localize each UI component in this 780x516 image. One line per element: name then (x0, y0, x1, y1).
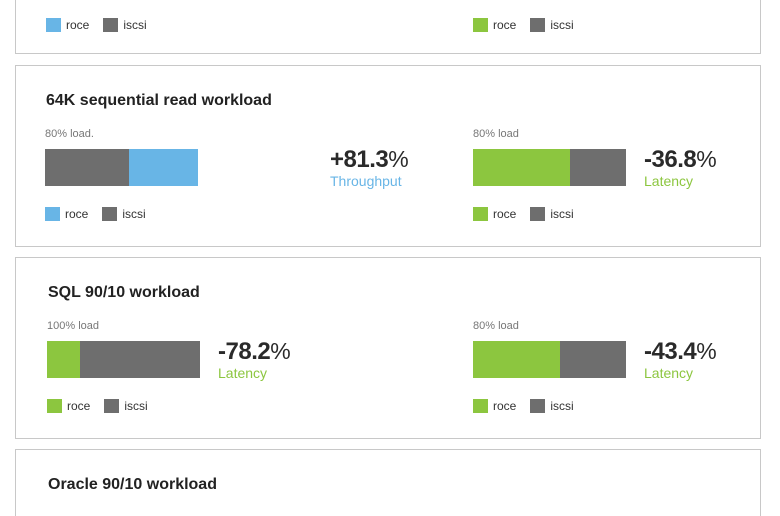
legend-swatch-roce (473, 18, 488, 32)
legend-swatch-iscsi (103, 18, 119, 32)
legend-label: roce (65, 207, 89, 221)
bar-segment-roce (129, 149, 198, 186)
legend-label: iscsi (550, 399, 574, 413)
stat-metric: Latency (644, 365, 694, 381)
chart-top-left: roce iscsi (46, 0, 376, 39)
workload-card-oracle: Oracle 90/10 workload (15, 449, 761, 516)
workload-card-sql: SQL 90/10 workload 100% load -78.2% Late… (15, 257, 761, 439)
stat-block: +81.3% Throughput (330, 146, 409, 189)
legend-item-roce: roce (45, 207, 88, 221)
legend-item-iscsi: iscsi (103, 18, 147, 32)
stat-block: -36.8% Latency (644, 146, 717, 189)
stat-change-percent: % (388, 146, 409, 172)
stat-metric: Latency (644, 173, 694, 189)
stat-change-number: -43.4 (644, 338, 697, 365)
stacked-bar (47, 341, 200, 378)
legend-item-roce: roce (473, 399, 516, 413)
stat-block: -78.2% Latency (218, 338, 291, 381)
legend-item-roce: roce (47, 399, 90, 413)
legend-swatch-roce (47, 399, 62, 413)
legend-label: roce (493, 207, 517, 221)
load-label: 80% load (473, 128, 519, 140)
legend-label: iscsi (550, 18, 574, 32)
bar-segment-iscsi (45, 149, 130, 186)
legend-swatch-roce (473, 207, 488, 221)
bar-segment-iscsi (559, 341, 626, 378)
load-label: 80% load. (45, 128, 94, 140)
legend-swatch-roce (45, 207, 60, 221)
chart-64k-throughput: 80% load. +81.3% Throughput roce iscsi (45, 128, 409, 228)
stat-change-number: -78.2 (218, 338, 271, 365)
legend-swatch-roce (473, 399, 488, 413)
stacked-bar (473, 149, 626, 186)
workload-card-64k: 64K sequential read workload 80% load. +… (15, 65, 761, 247)
legend-label: roce (493, 399, 517, 413)
legend-label: iscsi (122, 207, 146, 221)
stat-metric: Latency (218, 365, 268, 381)
stacked-bar (45, 149, 198, 186)
bar-segment-roce (47, 341, 81, 378)
stat-change: +81.3% (330, 146, 409, 173)
legend-label: iscsi (550, 207, 574, 221)
chart-legend: roce iscsi (45, 207, 160, 221)
chart-legend: roce iscsi (473, 207, 588, 221)
legend-label: roce (66, 18, 90, 32)
legend-item-iscsi: iscsi (530, 399, 574, 413)
legend-label: roce (67, 399, 91, 413)
chart-sql-latency-right: 80% load -43.4% Latency roce iscsi (473, 320, 780, 420)
card-title: Oracle 90/10 workload (48, 476, 217, 493)
chart-legend: roce iscsi (473, 18, 588, 32)
legend-swatch-iscsi (102, 207, 118, 221)
stat-change: -36.8% (644, 146, 717, 173)
legend-item-iscsi: iscsi (530, 18, 574, 32)
stat-change: -78.2% (218, 338, 291, 365)
load-label: 80% load (473, 320, 519, 332)
bar-segment-iscsi (80, 341, 200, 378)
stat-change-percent: % (696, 146, 717, 172)
legend-label: iscsi (124, 399, 148, 413)
legend-item-iscsi: iscsi (530, 207, 574, 221)
chart-top-right: roce iscsi (473, 0, 780, 39)
legend-item-iscsi: iscsi (102, 207, 146, 221)
stat-change-number: +81.3 (330, 146, 389, 173)
stacked-bar (473, 341, 626, 378)
stat-change-number: -36.8 (644, 146, 697, 173)
load-label: 100% load (47, 320, 99, 332)
chart-legend: roce iscsi (46, 18, 161, 32)
card-title: 64K sequential read workload (46, 92, 272, 109)
legend-item-roce: roce (473, 18, 516, 32)
stat-block: -43.4% Latency (644, 338, 717, 381)
workload-card-top: roce iscsi roce iscsi (15, 0, 761, 54)
legend-swatch-iscsi (530, 399, 546, 413)
legend-swatch-iscsi (530, 18, 546, 32)
card-title: SQL 90/10 workload (48, 284, 200, 301)
chart-legend: roce iscsi (47, 399, 162, 413)
stat-change-percent: % (270, 338, 291, 364)
legend-label: roce (493, 18, 517, 32)
legend-swatch-iscsi (104, 399, 120, 413)
legend-item-roce: roce (46, 18, 89, 32)
bar-segment-iscsi (569, 149, 626, 186)
legend-item-iscsi: iscsi (104, 399, 148, 413)
bar-segment-roce (473, 341, 560, 378)
bar-segment-roce (473, 149, 570, 186)
legend-label: iscsi (123, 18, 147, 32)
stat-change: -43.4% (644, 338, 717, 365)
legend-swatch-roce (46, 18, 61, 32)
stat-change-percent: % (696, 338, 717, 364)
legend-swatch-iscsi (530, 207, 546, 221)
chart-sql-latency-left: 100% load -78.2% Latency roce iscsi (47, 320, 377, 420)
stat-metric: Throughput (330, 173, 402, 189)
legend-item-roce: roce (473, 207, 516, 221)
chart-64k-latency: 80% load -36.8% Latency roce iscsi (473, 128, 780, 228)
chart-legend: roce iscsi (473, 399, 588, 413)
